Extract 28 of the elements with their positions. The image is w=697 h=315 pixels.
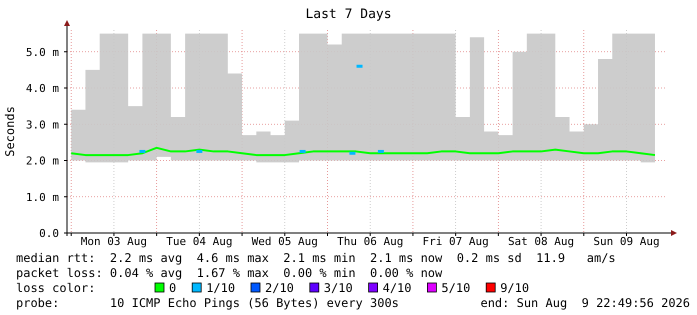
text: probe: 10 ICMP Echo Pings (56 Bytes) every 300s: [16, 296, 399, 310]
y-tick-label: 3.0 m: [26, 118, 60, 132]
x-tick-label: Tue 04 Aug: [166, 235, 232, 248]
legend-title: loss color:: [16, 281, 96, 295]
legend-label: 1/10: [206, 281, 236, 295]
text: end: Sun Aug 9 22:49:56 2026: [480, 296, 690, 310]
text: median rtt: 2.2 ms avg 4.6 ms max 2.1 ms min 2.1 ms now 0.2 ms sd 11.9 am/s: [16, 251, 616, 265]
chart-title: Last 7 Days: [305, 7, 392, 22]
x-tick-label: Wed 05 Aug: [252, 235, 318, 248]
x-tick-label: Thu 06 Aug: [337, 235, 404, 248]
x-tick-label: Mon 03 Aug: [80, 235, 148, 248]
y-tick-label: 5.0 m: [26, 46, 60, 59]
legend-label: 0: [169, 281, 176, 295]
text: packet loss: 0.04 % avg 1.67 % max 0.00 % min 0.00 % now: [16, 266, 444, 280]
legend-label: 5/10: [441, 281, 470, 295]
legend-label: 3/10: [324, 281, 353, 295]
x-tick-label: Sun 09 Aug: [593, 235, 660, 248]
y-axis-title: Seconds: [3, 106, 17, 157]
x-tick-label: Sat 08 Aug: [508, 235, 574, 248]
y-tick-label: 0.0: [39, 227, 59, 240]
y-tick-label: 2.0 m: [26, 154, 60, 168]
y-tick-label: 1.0 m: [26, 190, 60, 204]
y-tick-label: 4.0 m: [26, 82, 60, 95]
x-tick-label: Fri 07 Aug: [422, 235, 489, 248]
line-series: [70, 146, 656, 156]
legend-label: 2/10: [265, 281, 294, 295]
legend-label: 9/10: [500, 281, 530, 295]
legend-label: 4/10: [382, 281, 412, 295]
